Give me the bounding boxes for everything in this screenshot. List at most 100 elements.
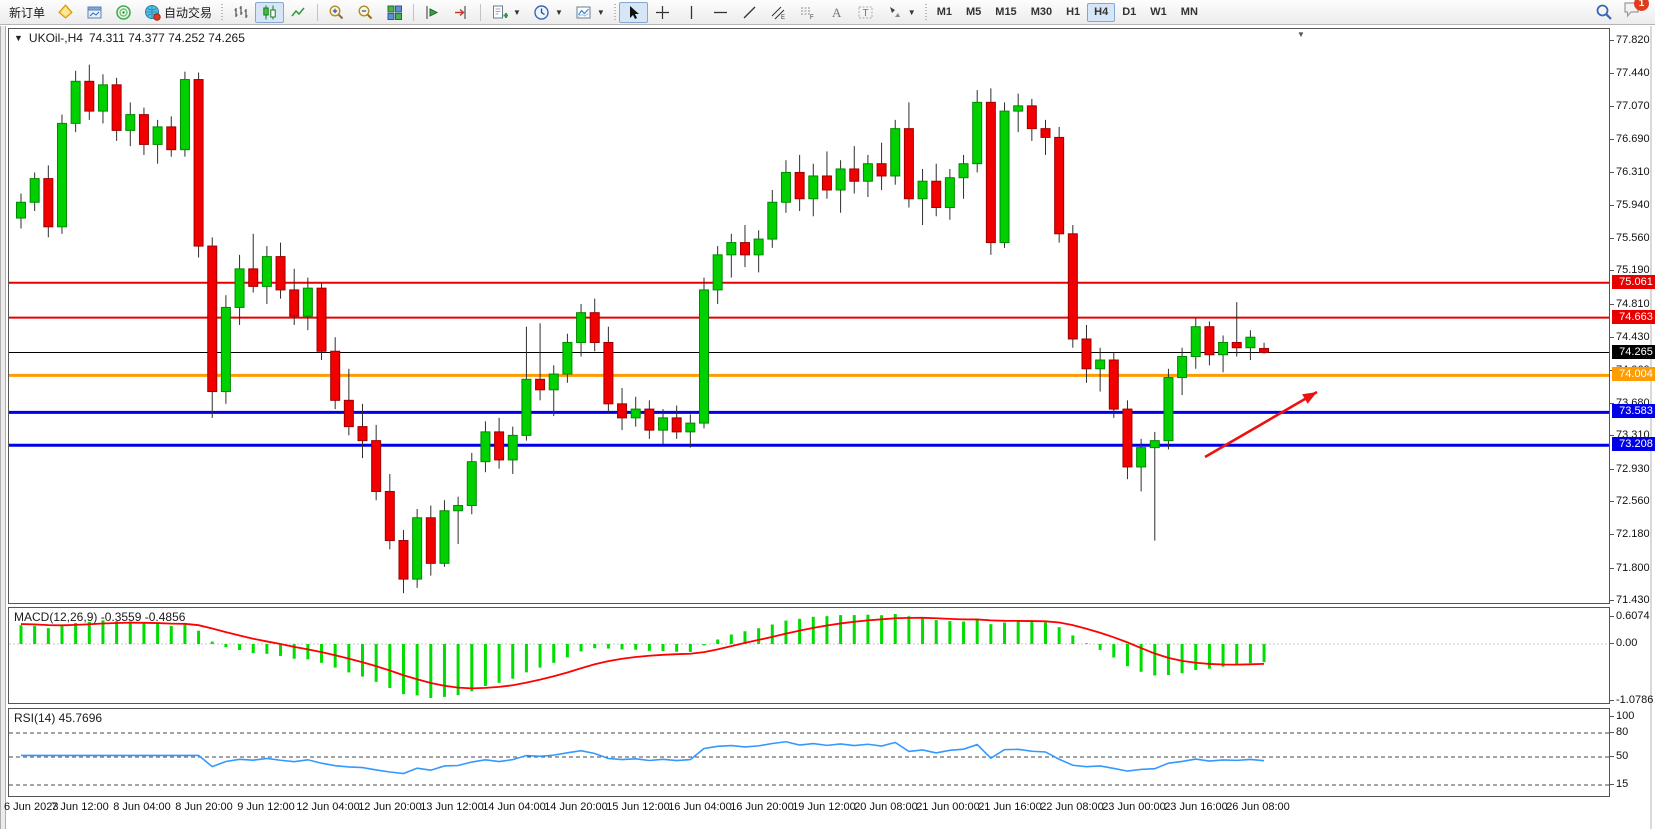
candle-31 bbox=[439, 510, 450, 564]
timeframe-h4[interactable]: H4 bbox=[1087, 2, 1116, 22]
candle-90 bbox=[1245, 336, 1256, 349]
crosshair-button[interactable] bbox=[648, 2, 677, 23]
timeframe-m15[interactable]: M15 bbox=[988, 3, 1023, 22]
tile-windows-icon bbox=[387, 5, 403, 20]
periods-button[interactable]: ▼ bbox=[527, 2, 569, 23]
candle-53 bbox=[739, 242, 750, 256]
autotrading-label: 自动交易 bbox=[164, 5, 213, 20]
price-level-badge: 74.265 bbox=[1612, 344, 1655, 359]
candle-59 bbox=[821, 175, 832, 191]
date-label: 21 Jun 00:00 bbox=[916, 801, 980, 813]
date-label: 26 Jun 08:00 bbox=[1226, 801, 1290, 813]
vertical-line-button[interactable] bbox=[677, 2, 706, 23]
candle-33 bbox=[466, 461, 477, 506]
candle-83 bbox=[1149, 440, 1160, 449]
autotrading-button[interactable]: 自动交易 bbox=[138, 2, 218, 23]
templates-button[interactable]: ▼ bbox=[569, 2, 611, 23]
zoom-out-button[interactable] bbox=[351, 2, 380, 23]
fibonacci-button[interactable]: F bbox=[793, 2, 822, 23]
timeframe-m5[interactable]: M5 bbox=[959, 3, 988, 22]
rsi-indicator-panel[interactable]: RSI(14) 45.7696 bbox=[8, 708, 1610, 797]
arrows-button[interactable]: ▼ bbox=[880, 2, 922, 23]
chart-menu-arrow-icon[interactable]: ▼ bbox=[14, 33, 23, 43]
candlestick-chart-button[interactable] bbox=[255, 1, 285, 23]
search-icon[interactable] bbox=[1595, 3, 1613, 21]
trendline-button[interactable] bbox=[735, 2, 764, 23]
chart-shift-button[interactable] bbox=[447, 2, 476, 23]
date-label: 14 Jun 04:00 bbox=[482, 801, 546, 813]
candle-64 bbox=[890, 128, 901, 177]
date-label: 6 Jun 2023 bbox=[4, 801, 59, 813]
timeframe-m30[interactable]: M30 bbox=[1024, 3, 1059, 22]
candle-5 bbox=[84, 80, 95, 112]
price-tick: 72.560 bbox=[1609, 494, 1650, 507]
date-label: 16 Jun 20:00 bbox=[730, 801, 794, 813]
auto-scroll-button[interactable] bbox=[418, 2, 447, 23]
zoom-out-icon bbox=[358, 4, 373, 19]
candle-39 bbox=[548, 373, 559, 391]
svg-text:T: T bbox=[862, 8, 868, 19]
price-chart-panel[interactable]: ▼ UKOil-,H4 74.311 74.377 74.252 74.265 … bbox=[8, 28, 1610, 604]
candle-85 bbox=[1177, 356, 1188, 379]
tile-windows-button[interactable] bbox=[380, 2, 409, 23]
line-chart-button[interactable] bbox=[284, 2, 313, 23]
timeframe-d1[interactable]: D1 bbox=[1115, 3, 1143, 22]
text-label-button[interactable]: T bbox=[851, 2, 880, 23]
candle-13 bbox=[193, 79, 204, 247]
candle-50 bbox=[699, 289, 709, 424]
notifications-button[interactable]: 1 bbox=[1623, 0, 1649, 23]
candle-76 bbox=[1054, 136, 1065, 235]
chart-shift-marker-icon[interactable]: ▼ bbox=[1297, 30, 1305, 39]
candle-35 bbox=[494, 431, 505, 461]
date-label: 16 Jun 04:00 bbox=[668, 801, 732, 813]
fibonacci-icon: F bbox=[800, 7, 814, 21]
rsi-tick: 50 bbox=[1608, 750, 1629, 762]
candle-41 bbox=[576, 312, 587, 343]
date-label: 15 Jun 12:00 bbox=[606, 801, 670, 813]
candle-58 bbox=[808, 175, 819, 200]
macd-signal-line bbox=[20, 616, 1265, 690]
date-label: 22 Jun 08:00 bbox=[1040, 801, 1104, 813]
candle-72 bbox=[999, 110, 1010, 244]
candlestick-chart-icon bbox=[263, 5, 276, 19]
candle-1 bbox=[29, 178, 40, 203]
candle-43 bbox=[603, 341, 614, 405]
zoom-in-button[interactable] bbox=[322, 2, 351, 23]
cursor-button[interactable] bbox=[618, 1, 648, 23]
candle-81 bbox=[1122, 408, 1133, 468]
templates-icon bbox=[576, 6, 591, 18]
candle-66 bbox=[917, 180, 928, 200]
candle-65 bbox=[903, 128, 914, 200]
periods-dropdown-caret: ▼ bbox=[554, 7, 563, 17]
price-tick: 72.930 bbox=[1609, 462, 1650, 475]
timeframe-mn[interactable]: MN bbox=[1174, 3, 1205, 22]
macd-indicator-panel[interactable]: MACD(12,26,9) -0.3559 -0.4856 bbox=[8, 607, 1610, 704]
zoom-in-icon bbox=[329, 4, 344, 19]
text-button[interactable]: A bbox=[822, 2, 851, 23]
timeframe-m1[interactable]: M1 bbox=[930, 3, 959, 22]
channel-button[interactable]: E bbox=[764, 2, 793, 23]
horizontal-line-button[interactable] bbox=[706, 2, 735, 23]
window-right-edge bbox=[1650, 26, 1652, 829]
price-level-badge: 75.061 bbox=[1612, 274, 1655, 289]
timeframe-w1[interactable]: W1 bbox=[1143, 3, 1174, 22]
indicators-button[interactable]: ▼ bbox=[485, 2, 527, 23]
bar-chart-button[interactable] bbox=[226, 2, 255, 23]
candle-69 bbox=[958, 163, 969, 179]
signals-button[interactable] bbox=[109, 2, 138, 23]
cursor-icon bbox=[629, 5, 639, 19]
market-watch-button[interactable] bbox=[51, 2, 80, 23]
chart-ohlc-values: 74.311 74.377 74.252 74.265 bbox=[88, 31, 245, 45]
candle-46 bbox=[644, 408, 655, 431]
candle-25 bbox=[357, 426, 368, 442]
new-order-button[interactable]: 新订单 bbox=[3, 2, 51, 23]
candle-54 bbox=[753, 238, 764, 256]
timeframe-h1[interactable]: H1 bbox=[1059, 3, 1087, 22]
price-tick: 76.310 bbox=[1609, 166, 1650, 179]
navigator-button[interactable] bbox=[80, 2, 109, 23]
candle-34 bbox=[480, 431, 491, 463]
candle-18 bbox=[261, 256, 272, 287]
candle-14 bbox=[207, 245, 218, 393]
date-label: 8 Jun 04:00 bbox=[113, 801, 171, 813]
date-label: 21 Jun 16:00 bbox=[978, 801, 1042, 813]
